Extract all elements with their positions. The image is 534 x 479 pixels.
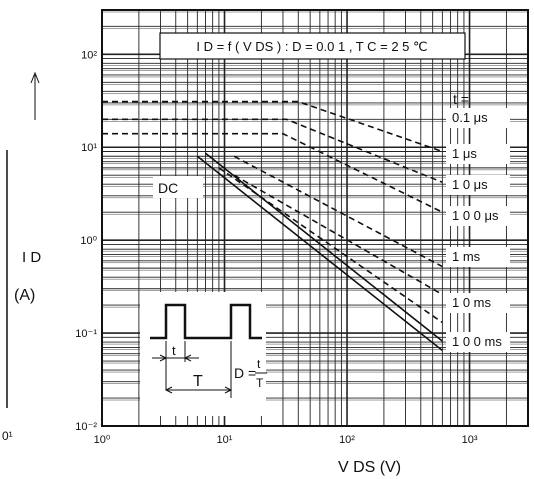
curve-label: 1 0 ms (452, 295, 492, 310)
y-axis-arrow (30, 71, 40, 120)
x-tick-label: 10² (339, 434, 355, 446)
duty-formula-denominator: T (256, 376, 264, 390)
curve-100ms (205, 152, 443, 342)
cropped-edge-label: 0¹ (2, 429, 13, 443)
curve-0.1us (102, 100, 443, 153)
y-tick-label: 10⁻¹ (75, 328, 97, 340)
soa-curves (102, 100, 443, 352)
y-tick-label: 10⁰ (80, 235, 97, 247)
curve-label-box (446, 332, 510, 352)
curve-label-box (446, 108, 510, 128)
curve-label-box (446, 175, 510, 195)
y-axis-unit: (A) (14, 287, 35, 304)
pulse-width-header: t = (453, 91, 469, 107)
curve-label: 1 μs (452, 146, 477, 161)
plot-frame (101, 9, 529, 427)
curve-label: 0.1 μs (452, 110, 488, 125)
y-tick-label: 10⁻² (75, 421, 97, 433)
curve-label-box (446, 293, 510, 313)
inset-t-label: t (172, 343, 176, 358)
curve-label-dc: DC (158, 180, 178, 196)
curve-label: 1 0 μs (452, 177, 488, 192)
x-tick-label: 10⁰ (94, 434, 111, 446)
curve-label-box (446, 206, 510, 226)
y-axis-label: I D (22, 249, 41, 266)
chart-title: I D = f ( V DS ) : D = 0.0 1 , T C = 2 5… (196, 39, 427, 54)
x-tick-label: 10¹ (217, 434, 233, 446)
curve-1us (102, 118, 443, 184)
title-box (159, 32, 466, 60)
x-tick-label: 10³ (462, 434, 478, 446)
curve-label: 1 ms (452, 249, 481, 264)
pulse-inset: t T D = t T (140, 292, 267, 416)
dc-label-box (153, 176, 203, 198)
curve-1ms (233, 174, 443, 296)
curve-label: 1 0 0 ms (452, 334, 502, 349)
curve-labels: 0.1 μs 1 μs 1 0 μs 1 0 0 μs 1 ms 1 0 ms 1 0 0 … (153, 108, 510, 352)
x-axis-label: V DS (V) (338, 459, 401, 476)
inset-T-label: T (193, 373, 203, 390)
tick-labels: 10⁰ 10¹ 10² 10³ 10⁻² 10⁻¹ 10⁰ 10¹ 10² (75, 49, 478, 446)
curve-DC (196, 155, 443, 352)
y-tick-label: 10¹ (81, 142, 97, 154)
curve-label-box (446, 247, 510, 267)
curve-label-box (446, 144, 510, 164)
curve-label: 1 0 0 μs (452, 208, 499, 223)
pulse-waveform (150, 303, 262, 340)
curve-10us (102, 132, 443, 213)
y-tick-label: 10² (81, 49, 97, 61)
duty-formula-numerator: t (257, 357, 261, 371)
duty-formula-lhs: D = (234, 365, 256, 381)
